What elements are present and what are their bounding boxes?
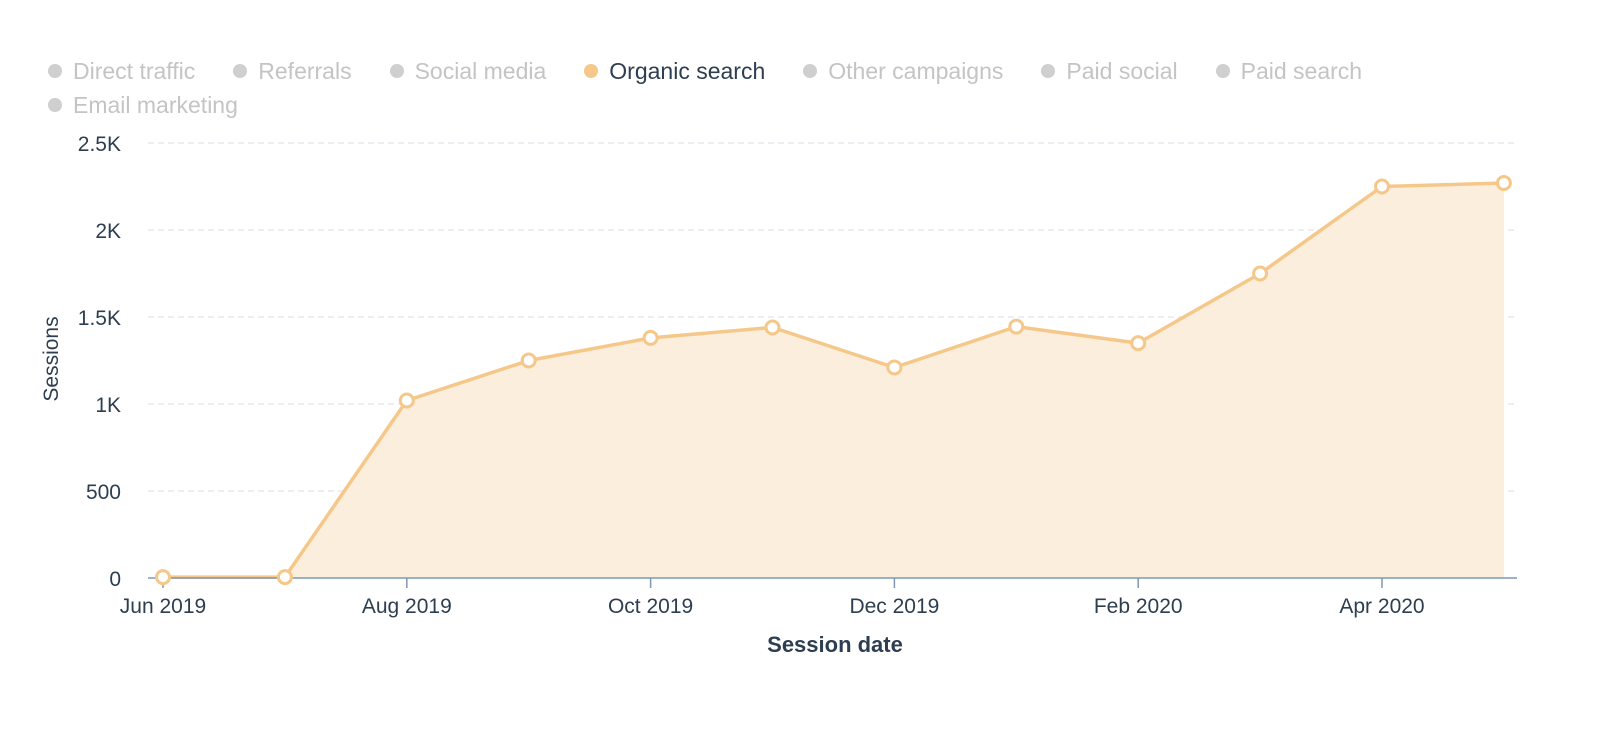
legend-label: Paid social bbox=[1066, 57, 1178, 84]
data-point[interactable] bbox=[398, 392, 415, 409]
data-point[interactable] bbox=[1252, 265, 1269, 282]
data-point[interactable] bbox=[886, 359, 903, 376]
legend-item-referrals[interactable]: Referrals bbox=[233, 57, 352, 84]
x-axis-title: Session date bbox=[767, 632, 903, 657]
x-tick-label: Oct 2019 bbox=[608, 595, 693, 618]
legend-item-social-media[interactable]: Social media bbox=[389, 57, 547, 84]
data-point[interactable] bbox=[1008, 318, 1025, 335]
legend-dot-icon bbox=[389, 64, 404, 78]
y-axis-title: Sessions bbox=[40, 316, 63, 401]
y-axis-tick-labels: 0 500 1K 1.5K 2K 2.5K bbox=[78, 133, 121, 591]
legend-item-other-campaigns[interactable]: Other campaigns bbox=[803, 58, 1003, 84]
data-point[interactable] bbox=[1130, 335, 1147, 352]
legend-item-paid-search[interactable]: Paid search bbox=[1215, 57, 1363, 84]
data-point[interactable] bbox=[1374, 178, 1390, 195]
legend-label: Other campaigns bbox=[828, 57, 1004, 84]
series-line-organic-search bbox=[163, 181, 1504, 579]
data-point[interactable] bbox=[520, 352, 537, 369]
legend: Direct traffic Referrals Social media Organ… bbox=[48, 58, 1468, 118]
legend-label: Organic search bbox=[609, 57, 766, 84]
legend-item-email-marketing[interactable]: Email marketing bbox=[48, 92, 238, 118]
legend-label: Direct traffic bbox=[73, 57, 196, 84]
x-axis-ticks: Jun 2019 Aug 2019 Oct 2019 Dec 2019 Feb 2020… bbox=[120, 578, 1425, 618]
y-tick-label: 1.5K bbox=[78, 307, 121, 330]
y-tick-label: 500 bbox=[86, 481, 121, 504]
series-area-organic-search bbox=[163, 183, 1504, 578]
legend-item-organic-search[interactable]: Organic search bbox=[584, 58, 765, 84]
data-point[interactable] bbox=[764, 319, 781, 336]
legend-dot-icon bbox=[48, 98, 62, 112]
data-point[interactable] bbox=[1495, 175, 1512, 192]
data-point[interactable] bbox=[642, 329, 659, 346]
legend-dot-icon bbox=[233, 64, 248, 78]
y-tick-label: 2K bbox=[95, 220, 121, 243]
data-point[interactable] bbox=[155, 569, 171, 586]
legend-dot-icon bbox=[584, 64, 599, 78]
data-points bbox=[155, 175, 1512, 586]
legend-dot-icon bbox=[803, 64, 818, 78]
legend-item-paid-social[interactable]: Paid social bbox=[1041, 57, 1178, 84]
legend-item-direct-traffic[interactable]: Direct traffic bbox=[48, 58, 195, 84]
x-tick-label: Apr 2020 bbox=[1339, 595, 1424, 618]
legend-label: Social media bbox=[414, 57, 547, 84]
legend-dot-icon bbox=[48, 64, 62, 78]
legend-dot-icon bbox=[1041, 64, 1056, 78]
legend-dot-icon bbox=[1215, 64, 1230, 78]
x-tick-label: Feb 2020 bbox=[1094, 595, 1183, 618]
x-tick-label: Jun 2019 bbox=[120, 595, 206, 618]
y-tick-label: 2.5K bbox=[78, 133, 121, 156]
y-tick-label: 1K bbox=[95, 394, 121, 417]
legend-label: Paid search bbox=[1240, 57, 1363, 84]
x-tick-label: Aug 2019 bbox=[362, 595, 452, 618]
data-point[interactable] bbox=[276, 569, 293, 586]
y-tick-label: 0 bbox=[109, 568, 121, 591]
x-tick-label: Dec 2019 bbox=[849, 595, 939, 618]
legend-label: Referrals bbox=[258, 57, 352, 84]
legend-label: Email marketing bbox=[73, 91, 238, 118]
